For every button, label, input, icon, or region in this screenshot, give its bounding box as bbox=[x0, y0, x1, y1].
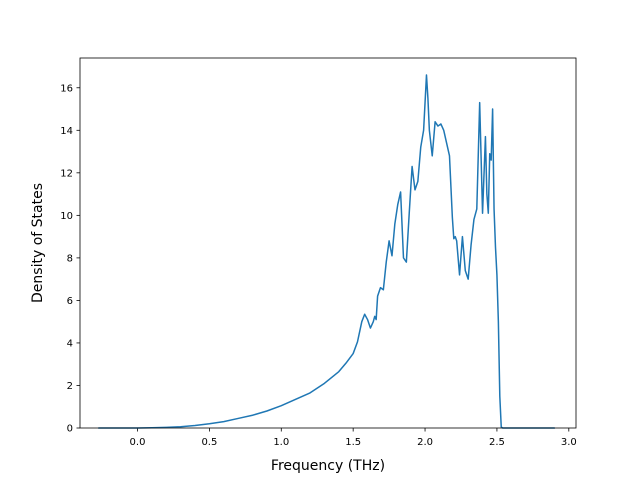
y-tick-label: 10 bbox=[60, 211, 73, 222]
y-tick-label: 0 bbox=[67, 424, 73, 435]
dos-curve bbox=[97, 74, 556, 429]
y-axis-ticks: 0 2 4 6 8 10 12 14 16 bbox=[60, 83, 80, 435]
x-tick-label: 1.0 bbox=[273, 437, 289, 448]
y-axis-label: Density of States bbox=[30, 183, 46, 303]
y-tick-label: 6 bbox=[67, 296, 73, 307]
y-tick-label: 14 bbox=[60, 126, 73, 137]
x-axis-ticks: 0.0 0.5 1.0 1.5 2.0 2.5 3.0 bbox=[130, 428, 577, 448]
y-tick-label: 2 bbox=[67, 381, 73, 392]
x-tick-label: 2.0 bbox=[417, 437, 433, 448]
x-tick-label: 0.5 bbox=[201, 437, 217, 448]
y-tick-label: 16 bbox=[60, 83, 73, 94]
x-tick-label: 2.5 bbox=[489, 437, 505, 448]
x-tick-label: 0.0 bbox=[130, 437, 146, 448]
y-tick-label: 12 bbox=[60, 168, 73, 179]
plot-area bbox=[80, 58, 576, 428]
plot-frame bbox=[79, 57, 577, 429]
x-tick-label: 3.0 bbox=[561, 437, 577, 448]
x-tick-label: 1.5 bbox=[345, 437, 361, 448]
x-axis-label: Frequency (THz) bbox=[271, 458, 385, 474]
y-tick-label: 8 bbox=[67, 253, 73, 264]
y-tick-label: 4 bbox=[67, 338, 73, 349]
